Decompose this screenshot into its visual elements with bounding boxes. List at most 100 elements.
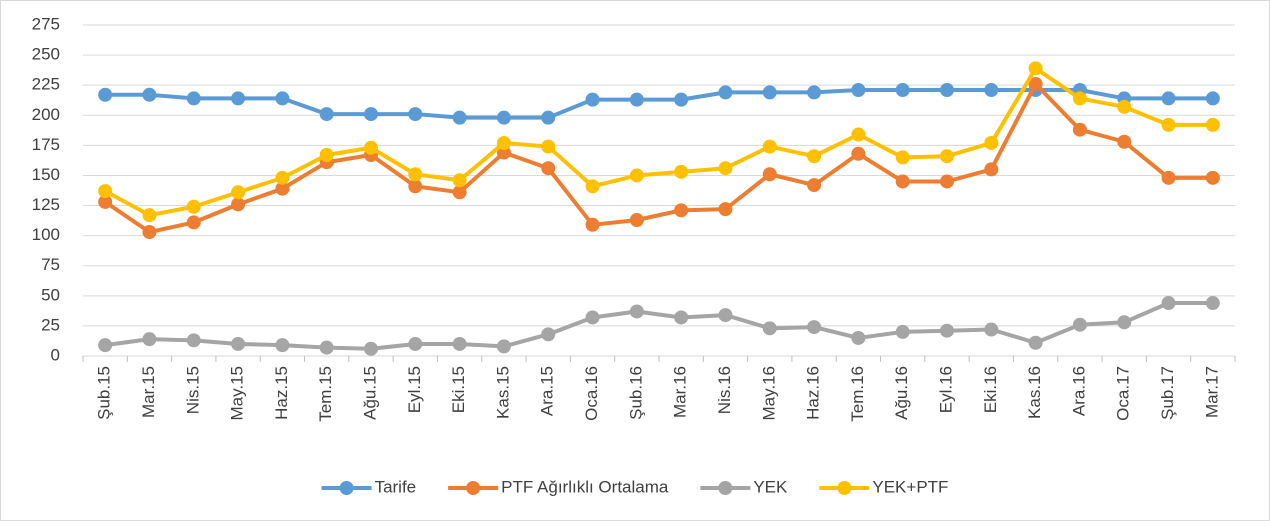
data-point — [718, 202, 733, 217]
y-tick-label: 75 — [41, 255, 60, 274]
data-point — [585, 179, 600, 194]
data-point — [275, 338, 290, 353]
data-point — [541, 139, 556, 154]
data-point — [1161, 117, 1176, 132]
data-point — [762, 167, 777, 182]
data-point — [142, 225, 157, 240]
data-point — [1161, 170, 1176, 185]
data-point — [1205, 91, 1220, 106]
legend-item: YEK — [700, 477, 788, 496]
x-tick-label: Mar.17 — [1202, 366, 1221, 418]
x-tick-label: Ara.15 — [538, 366, 557, 416]
x-tick-label: Kas.15 — [493, 366, 512, 419]
data-point — [186, 199, 201, 214]
data-point — [895, 150, 910, 165]
data-point — [585, 217, 600, 232]
data-point — [1161, 91, 1176, 106]
x-tick-label: Ara.16 — [1069, 366, 1088, 416]
data-point — [851, 146, 866, 161]
data-point — [496, 339, 511, 354]
data-point — [1205, 117, 1220, 132]
x-tick-label: Kas.16 — [1025, 366, 1044, 419]
legend-item: PTF Ağırlıklı Ortalama — [448, 477, 669, 496]
data-point — [142, 87, 157, 102]
x-tick-label: Şub.15 — [95, 366, 114, 420]
data-point — [674, 203, 689, 218]
data-point — [452, 173, 467, 188]
data-point — [541, 161, 556, 176]
x-tick-label: Ağu.16 — [892, 366, 911, 420]
data-point — [408, 167, 423, 182]
data-point — [851, 127, 866, 142]
y-tick-label: 225 — [32, 75, 60, 94]
x-tick-label: Eki.16 — [981, 366, 1000, 413]
data-point — [629, 304, 644, 319]
data-point — [319, 340, 334, 355]
legend-item: YEK+PTF — [819, 477, 948, 496]
data-point — [629, 92, 644, 107]
y-tick-label: 175 — [32, 135, 60, 154]
data-point — [541, 327, 556, 342]
data-point — [452, 110, 467, 125]
data-point — [1072, 122, 1087, 137]
data-point — [851, 330, 866, 345]
data-point — [1028, 76, 1043, 91]
legend-item: Tarife — [321, 477, 417, 496]
data-point — [186, 333, 201, 348]
legend-label: Tarife — [375, 477, 417, 496]
data-point — [98, 184, 113, 199]
data-point — [629, 168, 644, 183]
data-point — [895, 82, 910, 97]
legend-marker — [339, 481, 354, 495]
data-point — [762, 85, 777, 100]
data-point — [319, 107, 334, 122]
data-point — [231, 185, 246, 200]
data-point — [364, 107, 378, 122]
series-line — [104, 81, 1213, 235]
data-point — [807, 320, 822, 335]
data-point — [231, 197, 246, 212]
data-point — [895, 174, 910, 189]
x-tick-label: Eki.15 — [449, 366, 468, 413]
data-point — [541, 110, 556, 125]
y-tick-label: 275 — [32, 14, 60, 33]
data-point — [98, 87, 113, 102]
x-tick-label: May.15 — [228, 366, 247, 421]
y-tick-label: 0 — [51, 345, 60, 364]
data-point — [984, 135, 999, 150]
data-point — [718, 85, 733, 100]
data-point — [1028, 335, 1043, 350]
x-tick-label: Şub.17 — [1158, 366, 1177, 420]
data-point — [496, 145, 511, 160]
data-point — [762, 321, 777, 336]
data-point — [895, 324, 910, 339]
x-tick-label: Oca.16 — [582, 366, 601, 421]
data-point — [186, 215, 201, 230]
data-point — [1072, 91, 1087, 106]
data-point — [674, 92, 689, 107]
data-point — [940, 149, 954, 164]
x-tick-label: Mar.16 — [671, 366, 690, 418]
x-tick-label: Nis.16 — [715, 366, 734, 414]
data-point — [408, 336, 423, 351]
data-point — [98, 338, 113, 353]
series-line — [104, 66, 1213, 218]
data-point — [408, 179, 423, 194]
data-point — [496, 135, 511, 150]
legend-marker — [718, 481, 733, 495]
data-point — [364, 341, 378, 356]
data-point — [629, 212, 644, 227]
data-point — [142, 332, 157, 347]
data-point — [984, 82, 999, 97]
data-point — [319, 147, 334, 162]
data-point — [807, 149, 822, 164]
x-tick-label: Tem.16 — [848, 366, 867, 422]
data-point — [364, 140, 378, 155]
data-point — [940, 174, 954, 189]
y-tick-label: 200 — [32, 105, 60, 124]
legend-label: YEK+PTF — [872, 477, 948, 496]
x-tick-label: Haz.15 — [272, 366, 291, 420]
data-point — [1117, 315, 1132, 330]
y-tick-label: 250 — [32, 45, 60, 64]
data-point — [186, 91, 201, 106]
